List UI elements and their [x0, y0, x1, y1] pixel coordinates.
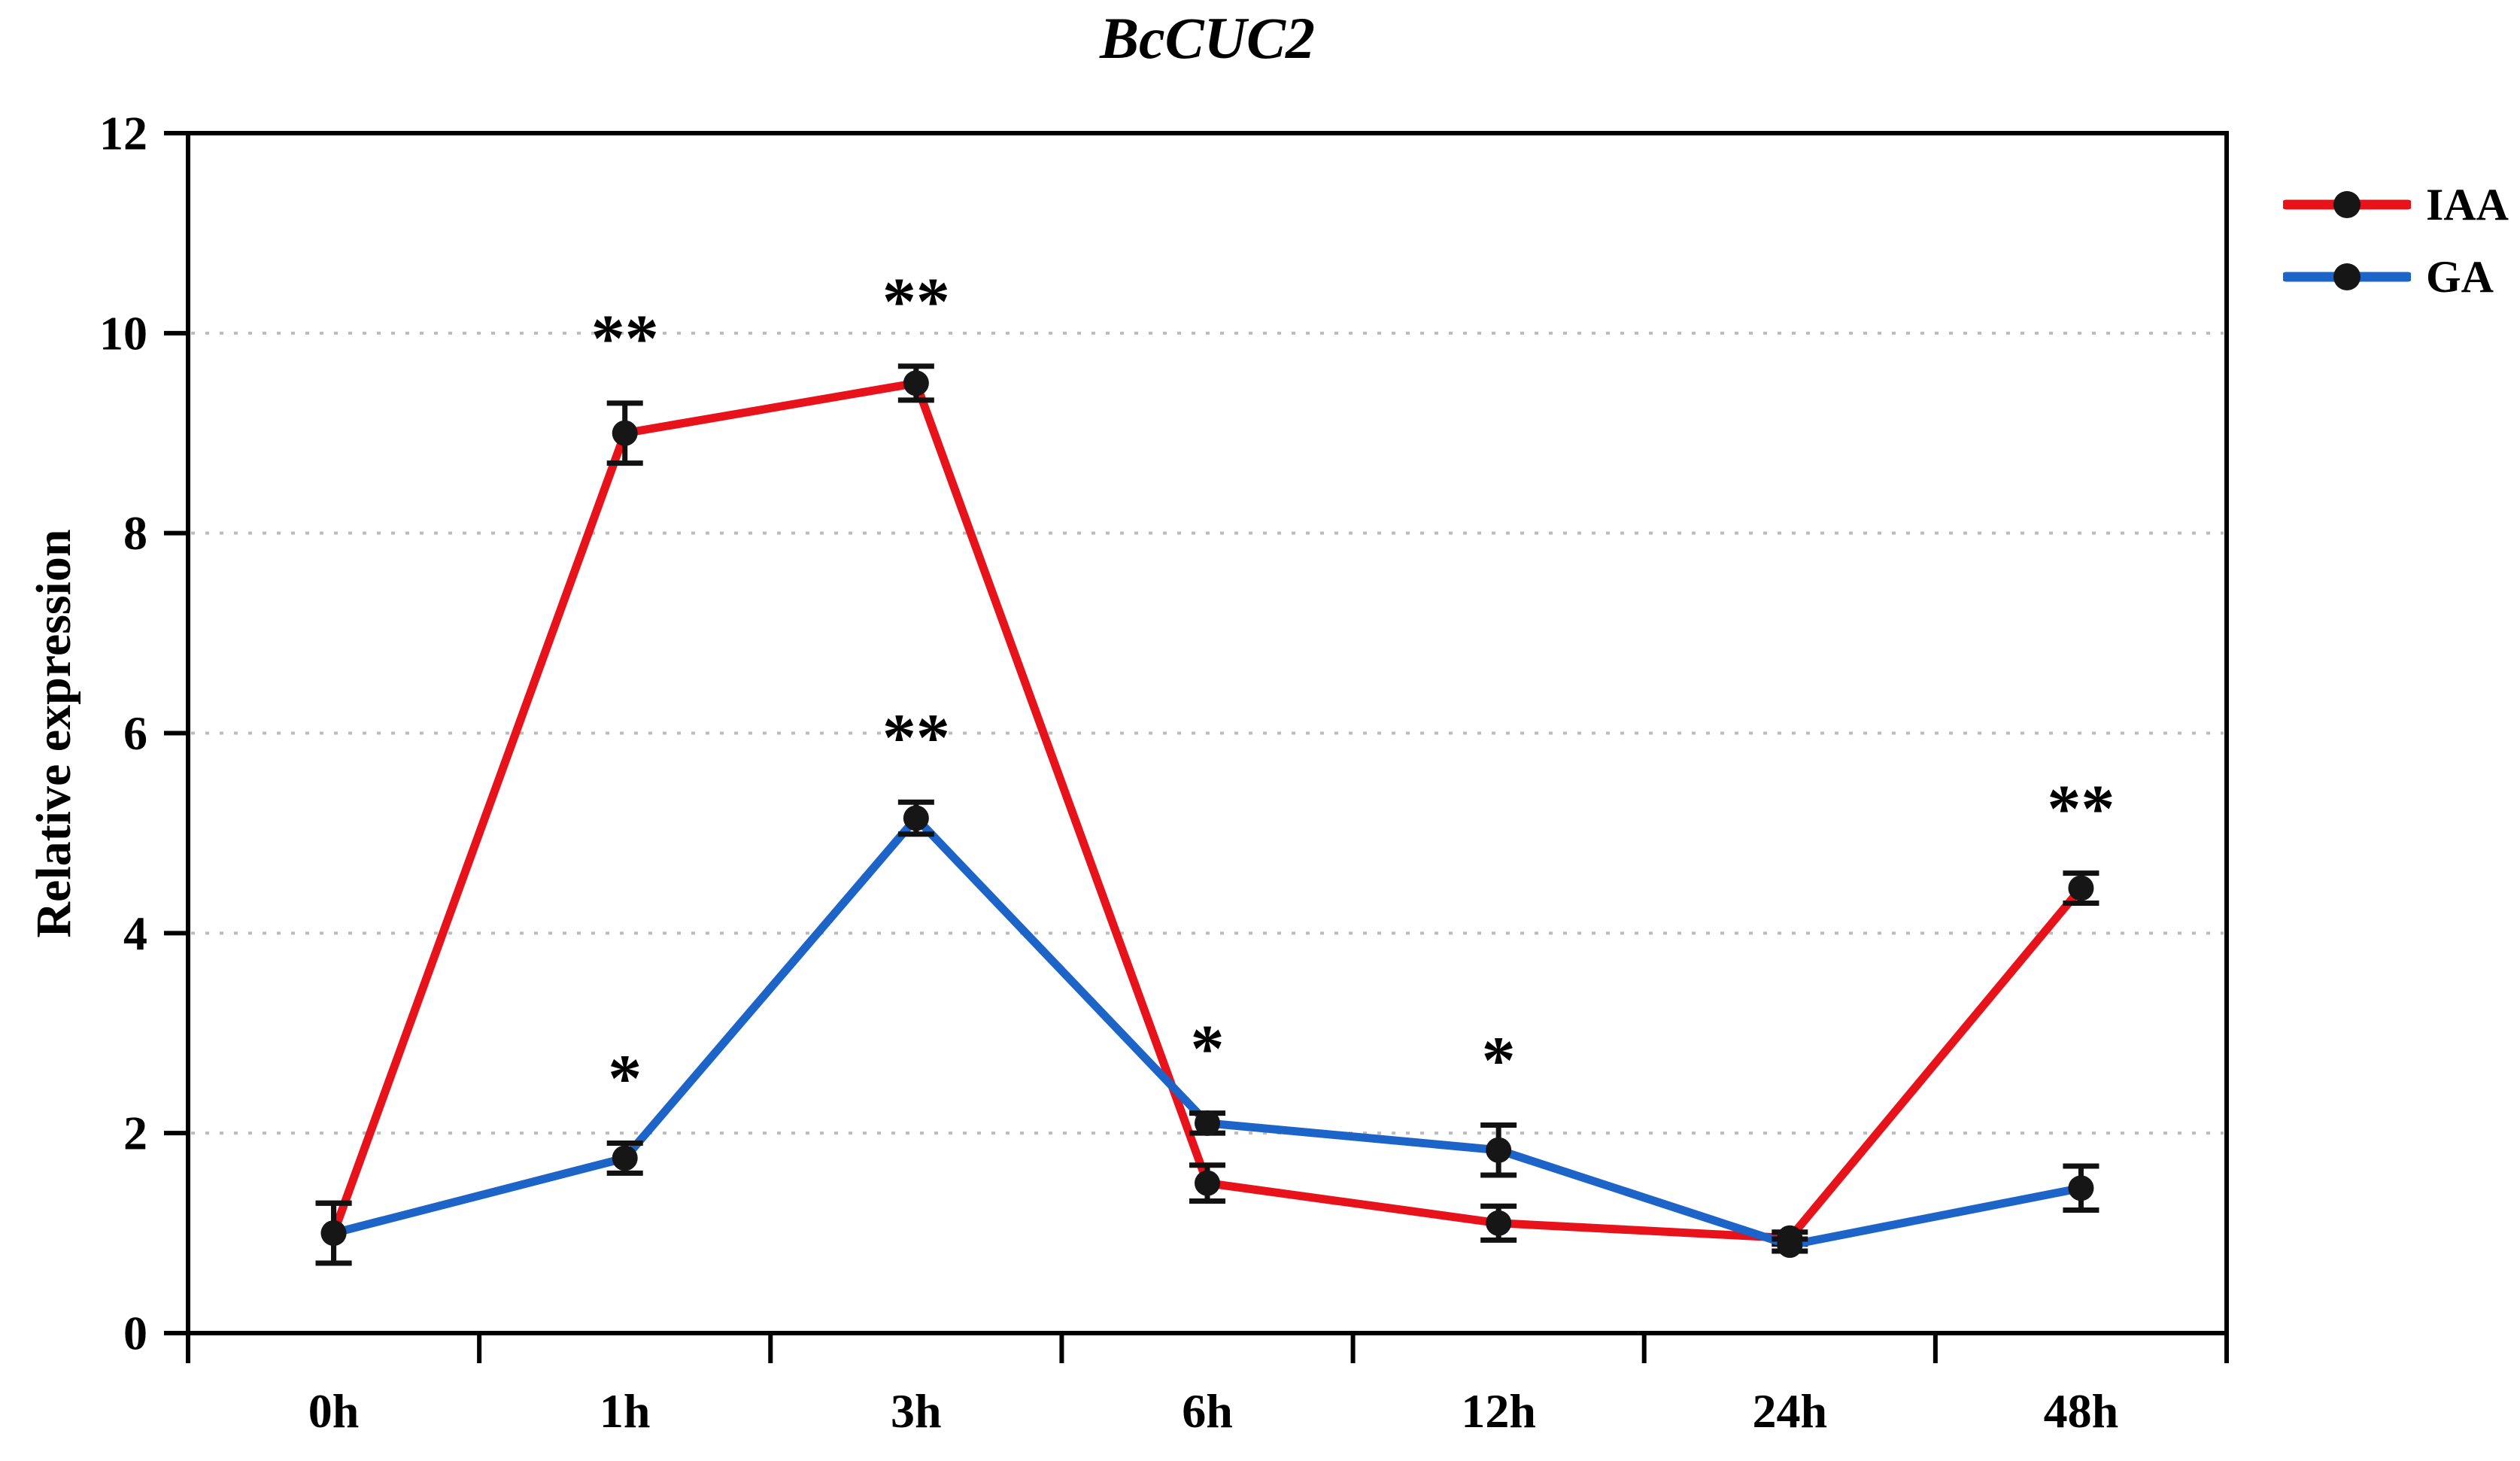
- x-tick-label: 6h: [1182, 1384, 1233, 1438]
- data-point-IAA-1h: [612, 420, 638, 446]
- legend-label-GA: GA: [2426, 252, 2494, 302]
- significance-marker: *: [1482, 1024, 1516, 1098]
- legend-marker: [2333, 263, 2361, 290]
- x-tick-label: 3h: [891, 1384, 942, 1438]
- significance-marker: **: [882, 700, 950, 775]
- legend-item-GA: GA: [2283, 251, 2509, 302]
- data-point-IAA-12h: [1486, 1210, 1512, 1236]
- data-point-GA-12h: [1486, 1137, 1512, 1163]
- y-tick-label: 12: [99, 107, 147, 160]
- chart-title: BcCUC2: [1099, 5, 1316, 71]
- x-tick-label: 24h: [1752, 1384, 1827, 1438]
- significance-marker: *: [1191, 1012, 1225, 1086]
- y-tick-label: 8: [123, 506, 147, 560]
- significance-marker: *: [608, 1042, 642, 1116]
- legend-swatch-IAA: [2283, 191, 2411, 218]
- significance-marker: **: [591, 302, 659, 376]
- x-tick-label: 48h: [2044, 1384, 2119, 1438]
- legend: IAA GA: [2283, 179, 2509, 302]
- legend-marker: [2333, 191, 2361, 218]
- legend-label-IAA: IAA: [2426, 180, 2509, 229]
- data-point-GA-3h: [903, 805, 929, 831]
- data-point-IAA-48h: [2068, 875, 2094, 901]
- significance-marker: **: [2047, 772, 2115, 846]
- data-point-IAA-3h: [903, 370, 929, 396]
- y-tick-label: 10: [99, 306, 147, 360]
- x-tick-label: 1h: [600, 1384, 651, 1438]
- y-tick-label: 6: [123, 706, 147, 760]
- y-tick-label: 2: [123, 1107, 147, 1160]
- data-point-GA-48h: [2068, 1175, 2094, 1201]
- y-tick-label: 0: [123, 1307, 147, 1360]
- legend-item-IAA: IAA: [2283, 179, 2509, 230]
- data-point-GA-0h: [320, 1220, 347, 1247]
- x-tick-label: 12h: [1461, 1384, 1536, 1438]
- significance-marker: **: [882, 265, 950, 339]
- x-tick-label: 0h: [308, 1384, 360, 1438]
- data-point-GA-1h: [612, 1145, 638, 1171]
- data-point-IAA-6h: [1195, 1170, 1220, 1196]
- legend-swatch-GA: [2283, 263, 2411, 290]
- series-line-IAA: [329, 378, 2085, 1243]
- data-point-GA-6h: [1195, 1110, 1220, 1136]
- data-point-GA-24h: [1777, 1232, 1803, 1259]
- y-tick-label: 4: [123, 907, 147, 960]
